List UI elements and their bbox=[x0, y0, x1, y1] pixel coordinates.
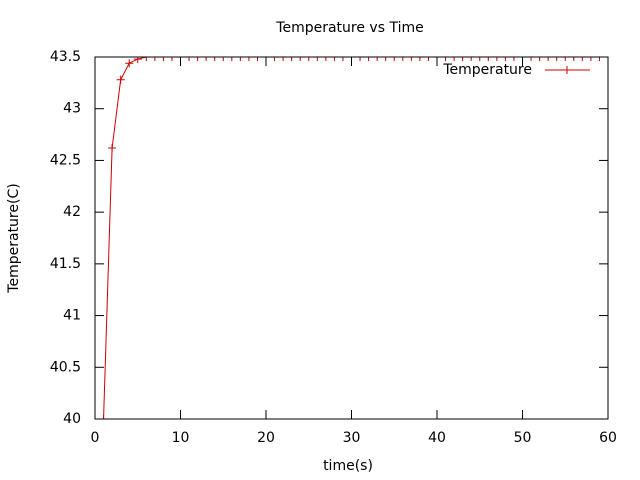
point bbox=[244, 57, 253, 61]
point bbox=[364, 57, 373, 61]
point bbox=[338, 57, 347, 61]
point bbox=[509, 57, 518, 61]
x-axis-label: time(s) bbox=[323, 458, 373, 474]
point bbox=[390, 57, 399, 61]
y-tick-label: 40.5 bbox=[50, 359, 81, 375]
point bbox=[321, 57, 330, 61]
point bbox=[202, 57, 211, 61]
y-tick-label: 42 bbox=[63, 204, 81, 220]
point bbox=[595, 57, 604, 61]
point bbox=[484, 57, 493, 61]
point bbox=[253, 57, 262, 61]
point bbox=[450, 57, 459, 61]
point bbox=[313, 57, 322, 61]
point bbox=[125, 59, 134, 68]
x-tick-label: 50 bbox=[514, 430, 532, 446]
point bbox=[287, 57, 296, 61]
point bbox=[544, 57, 553, 61]
point bbox=[185, 57, 194, 61]
y-tick-label: 41.5 bbox=[50, 256, 81, 272]
x-tick-label: 0 bbox=[91, 430, 100, 446]
point bbox=[210, 57, 219, 61]
point bbox=[535, 57, 544, 61]
point bbox=[219, 57, 228, 61]
point bbox=[475, 57, 484, 61]
point bbox=[492, 57, 501, 61]
point bbox=[330, 57, 339, 61]
point bbox=[142, 57, 151, 61]
point bbox=[407, 57, 416, 61]
x-tick-label: 10 bbox=[172, 430, 190, 446]
y-axis-label: Temperature(C) bbox=[6, 183, 22, 293]
point bbox=[561, 57, 570, 61]
y-tick-label: 42.5 bbox=[50, 152, 81, 168]
point bbox=[108, 144, 117, 153]
point bbox=[552, 57, 561, 61]
chart-title: Temperature vs Time bbox=[275, 20, 423, 36]
point bbox=[99, 415, 108, 419]
x-tick-label: 30 bbox=[343, 430, 361, 446]
legend-marker bbox=[563, 66, 571, 74]
point bbox=[227, 57, 236, 61]
y-tick-label: 43 bbox=[63, 101, 81, 117]
x-tick-label: 60 bbox=[599, 430, 617, 446]
point bbox=[458, 57, 467, 61]
point bbox=[373, 57, 382, 61]
point bbox=[569, 57, 578, 61]
point bbox=[116, 75, 125, 84]
point bbox=[193, 57, 202, 61]
point bbox=[415, 57, 424, 61]
point bbox=[159, 57, 168, 61]
point bbox=[578, 57, 587, 61]
point bbox=[167, 57, 176, 61]
point bbox=[270, 57, 279, 61]
y-tick-label: 43.5 bbox=[50, 49, 81, 65]
y-tick-label: 40 bbox=[63, 411, 81, 427]
point bbox=[279, 57, 288, 61]
point bbox=[441, 57, 450, 61]
point bbox=[150, 57, 159, 61]
y-tick-label: 41 bbox=[63, 308, 81, 324]
point bbox=[586, 57, 595, 61]
point bbox=[424, 57, 433, 61]
point bbox=[467, 57, 476, 61]
point bbox=[296, 57, 305, 61]
point bbox=[527, 57, 536, 61]
point bbox=[133, 57, 142, 64]
point bbox=[381, 57, 390, 61]
x-tick-label: 20 bbox=[257, 430, 275, 446]
x-tick-label: 40 bbox=[428, 430, 446, 446]
point bbox=[398, 57, 407, 61]
legend-label: Temperature bbox=[442, 62, 532, 78]
point bbox=[236, 57, 245, 61]
point bbox=[304, 57, 313, 61]
point bbox=[356, 57, 365, 61]
point bbox=[501, 57, 510, 61]
